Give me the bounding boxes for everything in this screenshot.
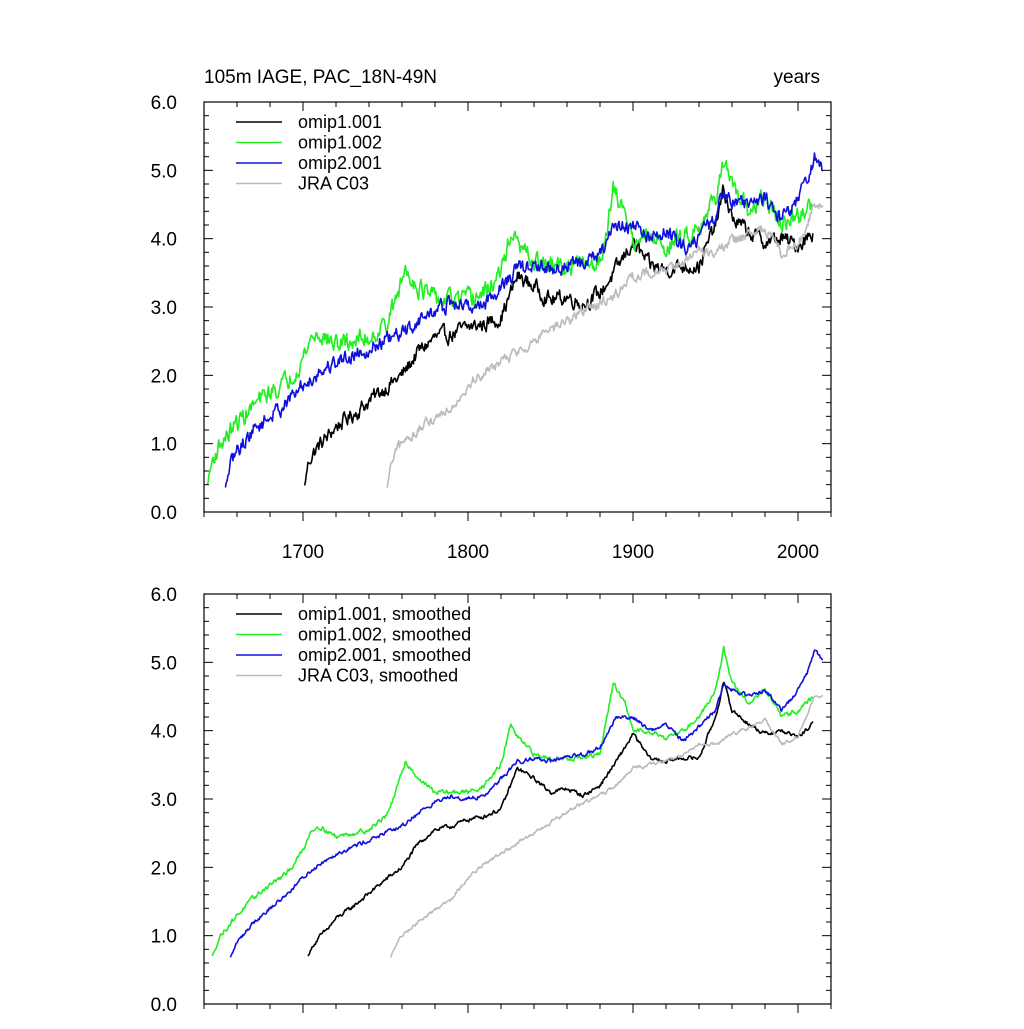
series-line-omip1_002 [211, 645, 814, 957]
x-tick-label: 1800 [447, 542, 489, 563]
series-line-omip1_001 [307, 681, 814, 957]
y-tick-label: 5.0 [151, 653, 177, 674]
top-panel: 105m IAGE, PAC_18N-49N years 0.0 1.0 2.0 3.… [151, 67, 832, 563]
legend-label: JRA C03 [298, 174, 369, 194]
y-tick-label: 4.0 [151, 722, 177, 743]
series-line-jra_c03 [386, 203, 824, 488]
chart-title: 105m IAGE, PAC_18N-49N [204, 67, 437, 88]
axes: 0.0 1.0 2.0 3.0 4.0 5.0 6.0 [151, 585, 832, 1016]
y-tick-label: 0.0 [151, 995, 177, 1016]
legend-label: omip2.001, smoothed [298, 645, 471, 665]
x-tick-label: 1700 [282, 542, 324, 563]
series-layer [206, 152, 824, 488]
y-tick-label: 1.0 [151, 927, 177, 948]
legend-label: omip1.002 [298, 133, 382, 153]
y-tick-label: 3.0 [151, 298, 177, 319]
series-line-omip1_002 [206, 159, 813, 485]
legend-label: omip1.001, smoothed [298, 604, 471, 624]
series-layer [211, 645, 824, 958]
legend-label: omip1.002, smoothed [298, 625, 471, 645]
bottom-panel: 0.0 1.0 2.0 3.0 4.0 5.0 6.0 omip1.001, smoothe… [151, 585, 832, 1016]
y-tick-label: 3.0 [151, 790, 177, 811]
y-tick-label: 2.0 [151, 366, 177, 387]
series-line-omip1_001 [303, 184, 814, 486]
series-line-jra_c03 [389, 694, 824, 958]
legend-label: omip2.001 [298, 153, 382, 173]
y-tick-label: 6.0 [151, 585, 177, 606]
legend-label: omip1.001 [298, 112, 382, 132]
x-tick-label: 1900 [612, 542, 654, 563]
y-tick-label: 1.0 [151, 435, 177, 456]
series-line-omip2_001 [229, 649, 824, 958]
y-tick-label: 4.0 [151, 230, 177, 251]
y-tick-label: 2.0 [151, 858, 177, 879]
y-tick-label: 5.0 [151, 161, 177, 182]
y-tick-label: 0.0 [151, 503, 177, 524]
axes: 0.0 1.0 2.0 3.0 4.0 5.0 6.0 1700 1800 1900 2000 [151, 93, 832, 563]
x-tick-label: 2000 [777, 542, 819, 563]
series-line-omip2_001 [224, 152, 824, 488]
chart-units: years [774, 67, 820, 88]
y-tick-label: 6.0 [151, 93, 177, 114]
legend-label: JRA C03, smoothed [298, 666, 458, 686]
